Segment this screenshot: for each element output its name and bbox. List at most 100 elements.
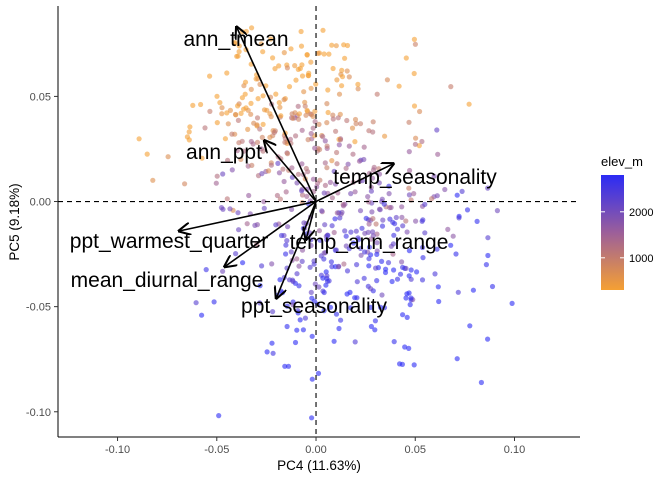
data-point [331,338,337,344]
data-point [299,247,306,253]
data-point [296,263,302,269]
data-point [193,300,199,306]
data-point [404,229,410,235]
data-point [324,101,330,107]
data-point [274,192,280,199]
data-point [417,108,423,115]
data-point [316,284,322,290]
data-point [365,229,371,235]
data-point [182,181,188,187]
data-point [270,309,276,315]
data-point [309,376,315,382]
data-point [509,300,515,306]
data-point [422,230,428,236]
data-point [214,120,220,126]
data-point [370,167,377,173]
data-point [391,267,397,273]
data-point [280,166,286,172]
data-point [324,143,330,149]
data-point [339,67,345,73]
data-point [381,201,387,207]
data-point [366,256,372,262]
data-point [216,413,222,419]
data-point [386,183,392,189]
data-point [268,114,274,120]
x-tick-label: 0.00 [305,444,326,456]
data-point [350,240,357,246]
data-point [361,275,367,281]
data-point [322,182,328,188]
data-point [474,218,480,224]
data-point [374,240,380,246]
data-point [379,196,385,202]
data-point [199,312,205,318]
data-point [278,232,285,239]
data-point [312,145,318,151]
data-point [310,176,316,182]
data-point [323,282,329,288]
data-point [333,128,339,134]
data-point [308,130,314,137]
data-point [245,107,251,113]
data-point [254,139,261,145]
data-point [220,171,226,177]
data-point [435,151,441,157]
data-point [235,210,241,216]
data-point [284,65,290,71]
data-point [374,278,380,284]
data-point [406,248,412,254]
data-point [325,87,331,93]
data-point [252,222,258,228]
data-point [292,339,299,346]
data-point [389,278,395,285]
data-point [309,295,315,301]
data-point [344,268,351,274]
data-point [431,173,437,179]
data-point [420,255,426,261]
data-point [259,171,265,177]
data-point [387,205,393,211]
loading-arrow-ppt-seasonality [276,201,317,299]
data-point [489,283,496,290]
data-point [289,165,295,171]
data-point [309,333,315,339]
data-point [399,361,405,367]
data-point [245,126,251,132]
data-point [187,124,193,130]
data-point [276,63,282,69]
data-point [232,39,238,46]
data-point [295,310,301,316]
data-point [349,125,356,131]
data-point [295,103,301,109]
data-point [406,185,412,191]
loading-arrow-ann-ppt [264,141,317,203]
legend-tick-label: 2000 [629,207,653,219]
data-point [292,63,298,69]
data-point [391,232,397,238]
data-point [309,415,315,421]
data-point [336,325,342,332]
data-point [344,117,350,124]
data-point [236,49,242,55]
data-point [411,70,417,77]
data-point [258,41,264,47]
data-point [366,244,373,250]
data-point [406,149,412,155]
data-point [346,74,352,80]
data-point [419,277,426,283]
legend-title: elev_m [601,154,643,169]
data-point [307,264,313,270]
data-point [346,246,352,252]
data-point [419,244,426,251]
data-point [299,188,305,194]
data-point [227,206,233,212]
data-point [330,65,336,72]
data-point [299,258,305,264]
data-point [382,133,388,139]
data-point [329,223,335,229]
data-point [329,158,335,164]
data-point [242,79,249,85]
data-point [448,242,454,248]
data-point [376,180,382,186]
data-point [331,229,337,236]
